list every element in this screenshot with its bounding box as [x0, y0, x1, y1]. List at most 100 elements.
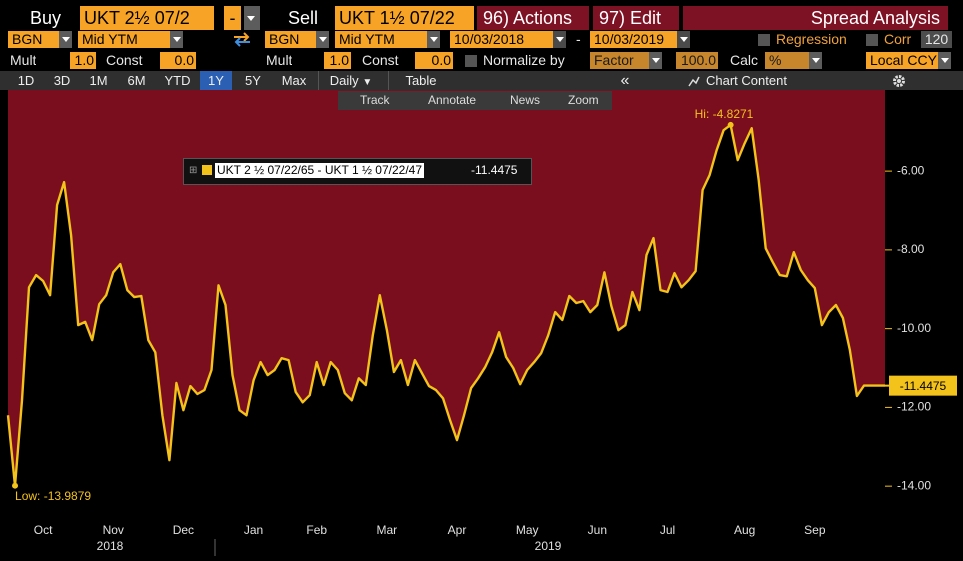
const-label: Const — [106, 52, 143, 68]
chart-icon — [688, 76, 700, 87]
y-tick-label: -6.00 — [897, 163, 925, 177]
x-tick-label: Nov — [103, 523, 124, 537]
date: 10/03/2018 — [454, 31, 525, 47]
period-button[interactable]: 1M — [89, 73, 108, 88]
frequency: Daily — [329, 73, 359, 88]
chart-tool[interactable]: Annotate — [428, 93, 477, 107]
method: Factor — [594, 52, 634, 68]
const-label: Const — [362, 52, 399, 68]
checkbox[interactable] — [866, 34, 878, 46]
settings-icon[interactable] — [892, 74, 906, 88]
source: BGN — [269, 31, 300, 47]
legend-swatch — [202, 165, 212, 175]
edit-button[interactable]: 97) Edit — [593, 6, 679, 30]
mult-label: Mult — [10, 52, 37, 68]
unit: % — [769, 52, 782, 68]
period-button[interactable]: 1Y — [200, 71, 232, 90]
normalize-label: Normalize by — [483, 52, 565, 68]
actions-button[interactable]: 96) Actions — [477, 6, 589, 30]
mult-label: Mult — [266, 52, 293, 68]
period-button[interactable]: 5Y — [245, 73, 261, 88]
series-line — [6, 123, 885, 487]
x-tick-label: Oct — [34, 523, 53, 537]
source-dropdown[interactable]: BGN — [8, 31, 72, 48]
x-tick-label: Jul — [660, 523, 675, 537]
extreme-point — [727, 121, 734, 128]
period-button[interactable]: 6M — [127, 73, 146, 88]
last-value-tag — [889, 375, 957, 396]
mult-input[interactable]: 1.0 — [70, 52, 96, 69]
sell-label: Sell — [288, 8, 319, 28]
period-button[interactable]: 1D — [17, 73, 35, 88]
regression-label: Regression — [776, 31, 847, 47]
calc-label: Calc — [730, 52, 759, 68]
date: 10/03/2019 — [594, 31, 665, 47]
x-tick-label: Jan — [244, 523, 263, 537]
buy-label: Buy — [30, 8, 62, 28]
x-tick-label: Sep — [804, 523, 826, 537]
date-separator: - — [576, 31, 581, 47]
chart-tool[interactable]: Track — [360, 93, 390, 107]
year-label: 2018 — [97, 539, 124, 553]
x-tick-label: Jun — [588, 523, 607, 537]
y-tick-label: -14.00 — [897, 478, 931, 492]
year-label: 2019 — [535, 539, 562, 553]
legend: ⊞ UKT 2 ½ 07/22/65 - UKT 1 ½ 07/22/47 -1… — [183, 158, 532, 185]
area-fill — [8, 90, 885, 486]
function-title: Spread Analysis — [683, 6, 948, 30]
normalize-method[interactable]: Factor — [590, 52, 662, 69]
const-input[interactable]: 0.0 — [415, 52, 453, 69]
currency-text: Local CCY — [870, 52, 937, 68]
last-value-label: -11.4475 — [900, 379, 947, 393]
annotation: Hi: -4.8271 — [695, 107, 754, 121]
frequency-button[interactable]: Daily ▼ — [318, 71, 383, 90]
end-date[interactable]: 10/03/2019 — [590, 31, 690, 48]
x-tick-label: Feb — [306, 523, 327, 537]
buy-minus[interactable]: - — [224, 6, 241, 30]
start-date[interactable]: 10/03/2018 — [450, 31, 566, 48]
swap-icon[interactable] — [232, 32, 252, 47]
sell-security[interactable]: UKT 1½ 07/22 — [335, 6, 474, 30]
corr-window[interactable]: 120 — [921, 31, 952, 48]
dropdown[interactable] — [244, 6, 260, 30]
field-dropdown[interactable]: Mid YTM — [335, 31, 440, 48]
corr-label: Corr — [884, 31, 912, 47]
buy-security[interactable]: UKT 2½ 07/2 — [80, 6, 214, 30]
x-tick-label: Aug — [734, 523, 755, 537]
checkbox[interactable] — [465, 55, 477, 67]
x-tick-label: Dec — [173, 523, 194, 537]
field: Mid YTM — [82, 31, 138, 47]
chart: -6.00 -8.00 -10.00 -12.00 -14.00 Oct Nov Dec Jan… — [6, 90, 957, 556]
legend-value: -11.4475 — [471, 163, 518, 177]
field: Mid YTM — [339, 31, 395, 47]
x-tick-label: Apr — [448, 523, 467, 537]
checkbox[interactable] — [758, 34, 770, 46]
chart-tool[interactable]: Zoom — [568, 93, 599, 107]
period-button[interactable]: Max — [281, 73, 307, 88]
collapse-button[interactable]: « — [620, 72, 630, 89]
calc-unit[interactable]: % — [765, 52, 822, 69]
y-tick-label: -10.00 — [897, 321, 931, 335]
normalize-value[interactable]: 100.0 — [676, 52, 718, 69]
const-input[interactable]: 0.0 — [160, 52, 196, 69]
source-dropdown[interactable]: BGN — [265, 31, 329, 48]
chart-tools: Track Annotate News Zoom — [338, 91, 612, 110]
field-dropdown[interactable]: Mid YTM — [78, 31, 183, 48]
legend-label[interactable]: UKT 2 ½ 07/22/65 - UKT 1 ½ 07/22/47 — [215, 163, 425, 178]
extreme-point — [12, 482, 19, 489]
y-tick-label: -8.00 — [897, 242, 925, 256]
table-button[interactable]: Table — [388, 71, 453, 90]
period-bar: Daily ▼ Table « Chart Content 1D 3D 1M 6M YT… — [0, 71, 963, 90]
chart-tool[interactable]: News — [510, 93, 541, 107]
currency[interactable]: Local CCY — [866, 52, 951, 69]
mult-input[interactable]: 1.0 — [324, 52, 351, 69]
source: BGN — [12, 31, 43, 47]
x-tick-label: Mar — [377, 523, 398, 537]
period-button[interactable]: YTD — [164, 73, 191, 88]
chart-content-button[interactable]: Chart Content — [706, 73, 787, 88]
x-tick-label: May — [516, 523, 539, 537]
y-tick-label: -12.00 — [897, 400, 931, 414]
period-button[interactable]: 3D — [53, 73, 71, 88]
annotation: Low: -13.9879 — [15, 489, 91, 503]
